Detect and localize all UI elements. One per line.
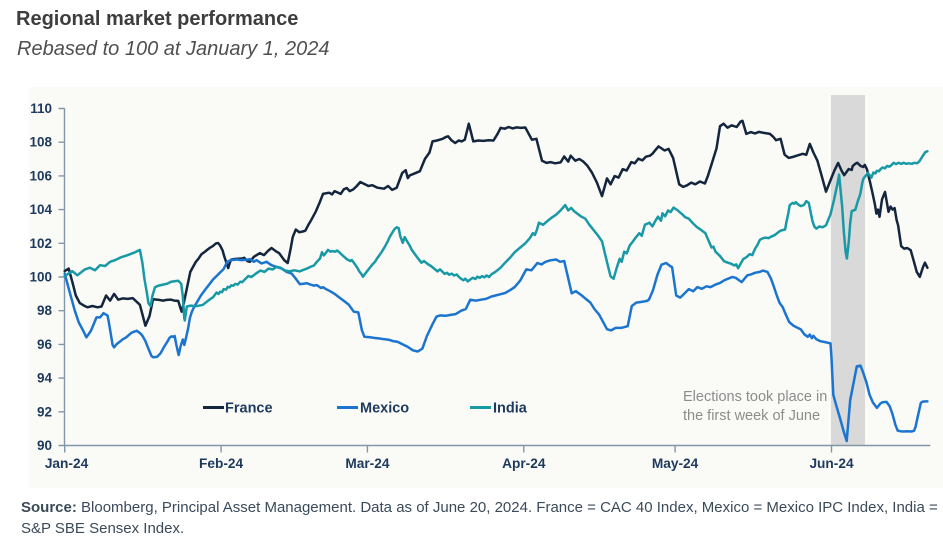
svg-text:France: France bbox=[225, 401, 273, 417]
svg-text:108: 108 bbox=[29, 135, 52, 150]
svg-text:98: 98 bbox=[37, 303, 53, 318]
svg-text:102: 102 bbox=[29, 236, 52, 251]
svg-text:94: 94 bbox=[37, 371, 53, 386]
svg-text:India: India bbox=[493, 401, 528, 417]
svg-text:110: 110 bbox=[30, 101, 52, 116]
svg-text:100: 100 bbox=[29, 270, 52, 285]
svg-text:Jun-24: Jun-24 bbox=[809, 456, 854, 471]
svg-text:Feb-24: Feb-24 bbox=[199, 456, 244, 471]
svg-text:92: 92 bbox=[37, 404, 52, 419]
svg-text:104: 104 bbox=[29, 202, 52, 217]
svg-text:Mexico: Mexico bbox=[360, 401, 409, 417]
svg-text:90: 90 bbox=[37, 438, 52, 453]
svg-text:Elections took place in: Elections took place in bbox=[683, 389, 827, 405]
svg-text:96: 96 bbox=[37, 337, 53, 352]
svg-text:May-24: May-24 bbox=[652, 456, 699, 471]
svg-text:Jan-24: Jan-24 bbox=[45, 456, 89, 471]
svg-text:the first week of June: the first week of June bbox=[683, 408, 820, 424]
svg-text:Apr-24: Apr-24 bbox=[502, 456, 546, 471]
svg-text:106: 106 bbox=[29, 168, 52, 183]
svg-text:Mar-24: Mar-24 bbox=[345, 456, 390, 471]
